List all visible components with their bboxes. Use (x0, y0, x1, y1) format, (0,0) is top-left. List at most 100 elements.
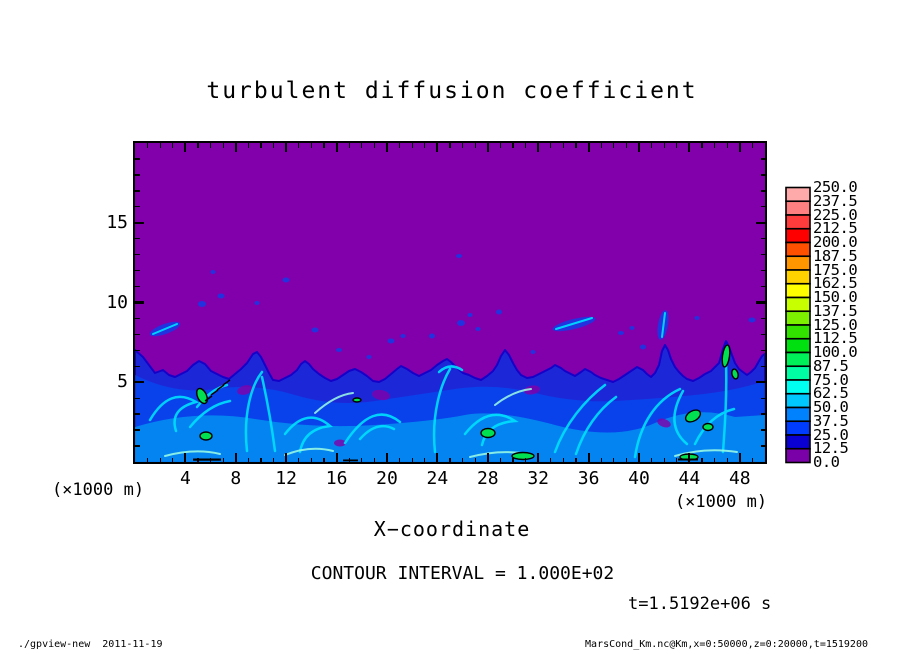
axis-tick (760, 317, 765, 320)
axis-tick (562, 457, 565, 462)
axis-tick (209, 457, 212, 462)
axis-tick (756, 301, 765, 304)
colorbar-label: 212.5 (813, 219, 858, 238)
colorbar-swatch (785, 351, 811, 367)
axis-tick (449, 143, 451, 148)
axis-tick (361, 457, 363, 462)
axis-tick (575, 457, 577, 462)
axis-tick (760, 254, 765, 256)
colorbar-swatch (785, 296, 811, 312)
axis-tick (323, 457, 325, 462)
colorbar-swatch (785, 364, 811, 381)
colorbar-swatch (785, 186, 811, 202)
axis-tick (135, 445, 140, 447)
axis-tick (760, 429, 765, 431)
axis-tick (713, 457, 716, 462)
axis-tick (760, 397, 765, 399)
axis-tick (298, 457, 300, 462)
y-tick-label: 10 (106, 291, 128, 313)
axis-tick (537, 143, 540, 152)
axis-tick (323, 143, 325, 148)
axis-tick (310, 143, 313, 148)
axis-tick (625, 143, 628, 148)
axis-tick (135, 349, 140, 352)
axis-tick (135, 285, 140, 288)
axis-tick (550, 143, 552, 148)
axis-tick (751, 143, 754, 148)
colorbar-swatch (785, 433, 811, 450)
axis-tick (637, 453, 641, 462)
axis-tick (461, 143, 464, 148)
colorbar-swatch (785, 378, 811, 395)
axis-tick (625, 457, 628, 462)
mint-accents (164, 388, 738, 458)
axis-tick (613, 143, 615, 148)
axis-tick (424, 143, 426, 148)
axis-tick (159, 457, 161, 462)
axis-tick (272, 457, 275, 462)
colorbar-swatch (785, 213, 811, 230)
axis-tick (398, 143, 401, 148)
colorbar-swatch (785, 254, 811, 271)
axis-tick (760, 269, 765, 272)
axis-tick (135, 397, 140, 399)
axis-tick (676, 457, 678, 462)
axis-tick (760, 349, 765, 352)
axis-tick (260, 143, 262, 148)
contour-interval-note: CONTOUR INTERVAL = 1.000E+02 (310, 563, 615, 584)
axis-tick (385, 453, 389, 462)
axis-tick (713, 143, 716, 148)
colorbar-label: 250.0 (813, 178, 858, 196)
colorbar (785, 186, 811, 463)
axis-tick (234, 453, 237, 462)
axis-tick (135, 429, 140, 431)
colorbar-swatch (785, 337, 811, 353)
colorbar-label: 50.0 (813, 398, 849, 416)
axis-tick (135, 221, 144, 224)
axis-tick (135, 190, 140, 192)
axis-tick (726, 143, 728, 148)
colorbar-swatch (785, 268, 811, 285)
colorbar-swatch (785, 227, 811, 243)
colorbar-label: 125.0 (813, 315, 858, 334)
axis-tick (461, 457, 464, 462)
axis-tick (135, 365, 140, 367)
x-tick-label: 48 (728, 468, 751, 489)
axis-tick (756, 221, 765, 224)
axis-tick (726, 457, 728, 462)
axis-tick (135, 174, 140, 176)
axis-tick (751, 457, 754, 462)
colorbar-label: 62.5 (813, 384, 849, 403)
eddy-cores (152, 312, 666, 338)
axis-tick (760, 158, 765, 160)
axis-tick (537, 453, 540, 462)
axis-tick (474, 143, 476, 148)
axis-tick (310, 457, 313, 462)
axis-tick (298, 143, 300, 148)
colorbar-label: 225.0 (813, 205, 858, 224)
colorbar-label: 112.5 (813, 329, 858, 348)
axis-tick (247, 457, 250, 462)
colorbar-swatch (785, 309, 811, 326)
axis-tick (285, 143, 288, 152)
x-tick-label: 12 (275, 468, 298, 489)
axis-tick (449, 457, 451, 462)
axis-tick (184, 453, 187, 462)
axis-tick (135, 206, 140, 208)
axis-tick (701, 143, 703, 148)
axis-tick (637, 143, 641, 152)
axis-tick (499, 457, 502, 462)
y-tick-label: 15 (106, 211, 128, 233)
axis-tick (436, 453, 439, 462)
axis-tick (184, 143, 187, 152)
footer-dataset-info: MarsCond_Km.nc@Km,x=0:50000,z=0:20000,t=… (585, 639, 868, 650)
axis-tick (348, 143, 350, 148)
axis-tick (575, 143, 577, 148)
turbulence-heatmap (135, 143, 765, 462)
colorbar-label: 237.5 (813, 191, 858, 210)
axis-tick (676, 143, 678, 148)
axis-tick (135, 333, 140, 336)
x-tick-label: 40 (628, 468, 650, 489)
colorbar-label: 25.0 (813, 425, 849, 444)
